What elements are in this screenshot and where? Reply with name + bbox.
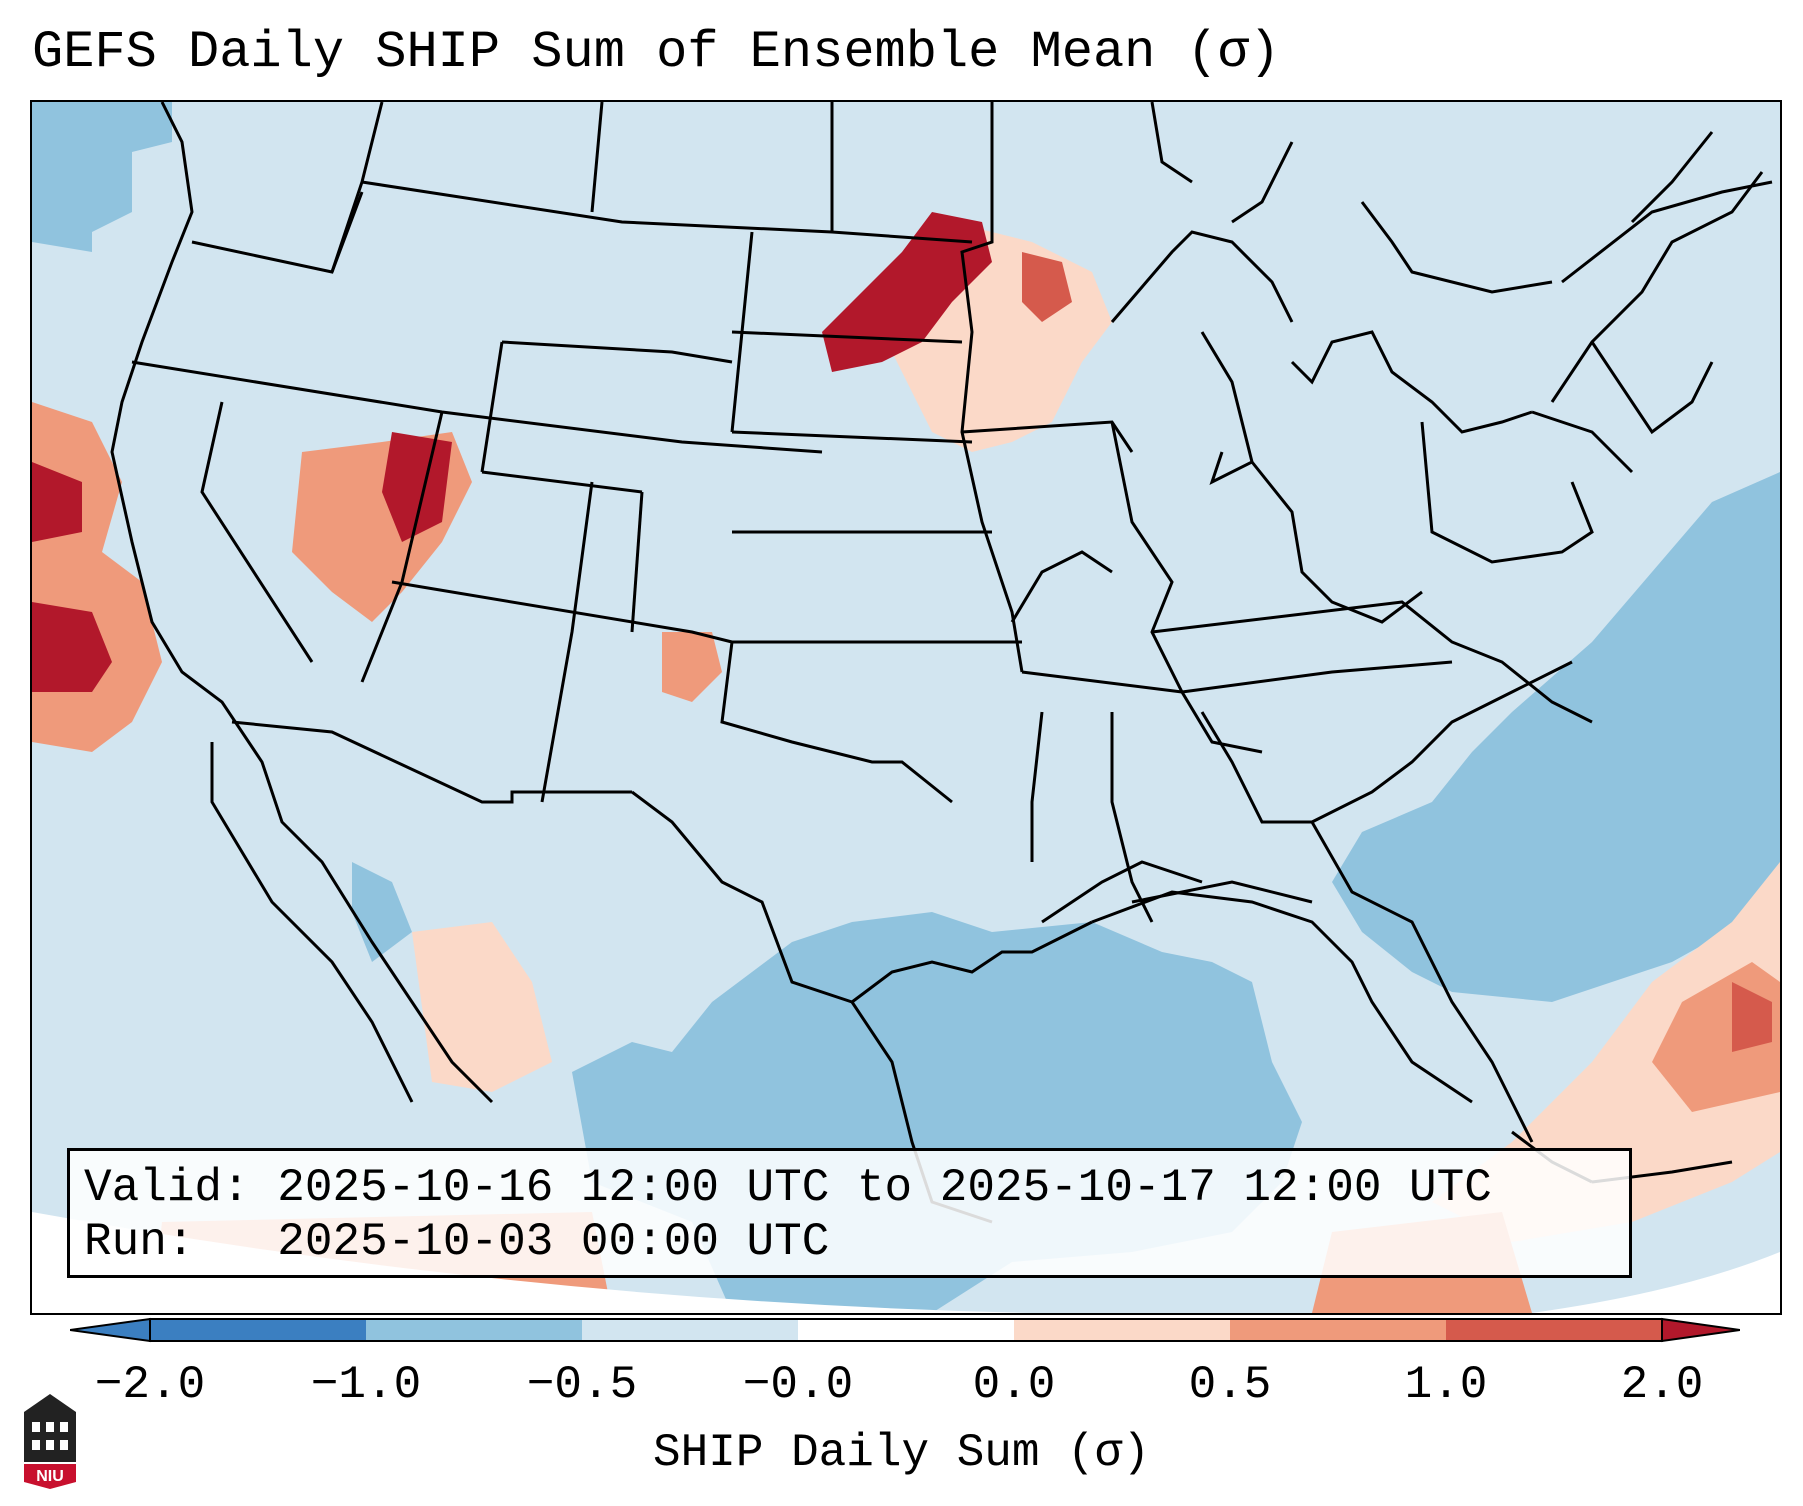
projection-edge-right: [1532, 1252, 1780, 1313]
blob-mn-hot: [822, 212, 992, 372]
run-value: 2025-10-03 00:00 UTC: [277, 1216, 830, 1268]
colorbar-seg-5: [1230, 1319, 1446, 1341]
boundaries: [110, 102, 1773, 1224]
blob-nm: [662, 632, 722, 702]
blob-pacific-hot1: [32, 462, 82, 542]
valid-run-infobox: Valid: 2025-10-16 12:00 UTC to 2025-10-1…: [67, 1148, 1632, 1278]
colorbar-tick: 0.5: [1188, 1359, 1272, 1411]
blob-utah-hot: [382, 432, 452, 542]
colorbar-seg-0: [150, 1319, 366, 1341]
blob-mexico-pacific: [352, 862, 412, 962]
colorbar-label: SHIP Daily Sum (σ): [653, 1427, 1150, 1479]
blob-mn-mid: [1022, 252, 1072, 322]
blob-nw-pacific: [32, 102, 172, 252]
colorbar-tick: 2.0: [1620, 1359, 1704, 1411]
blob-caribbean: [1432, 862, 1780, 1242]
colorbar: [70, 1317, 1740, 1343]
valid-label: Valid:: [84, 1162, 250, 1214]
blob-caribbean-hot: [1732, 982, 1772, 1052]
map-svg: [32, 102, 1780, 1313]
colorbar-tick: −0.0: [742, 1359, 854, 1411]
colorbar-tick: −0.5: [526, 1359, 638, 1411]
colorbar-seg-4: [1014, 1319, 1230, 1341]
colorbar-tick: 0.0: [972, 1359, 1056, 1411]
colorbar-seg-3: [798, 1319, 1014, 1341]
colorbar-tick: −1.0: [310, 1359, 422, 1411]
colorbar-seg-2: [582, 1319, 798, 1341]
colorbar-tick: −2.0: [94, 1359, 206, 1411]
blob-pacific-hot2: [32, 602, 112, 692]
map-panel: [30, 100, 1782, 1315]
run-label: Run:: [84, 1216, 195, 1268]
blob-atlantic: [1332, 472, 1780, 1002]
colorbar-tick: 1.0: [1404, 1359, 1488, 1411]
niu-logo-icon: NIU: [24, 1394, 76, 1489]
projection-edge: [32, 1212, 1032, 1313]
colorbar-extend-left: [70, 1317, 151, 1343]
colorbar-seg-6: [1446, 1319, 1662, 1341]
chart-title: GEFS Daily SHIP Sum of Ensemble Mean (σ): [32, 23, 1281, 82]
colorbar-seg-1: [366, 1319, 582, 1341]
blob-baja-warm: [412, 922, 552, 1092]
valid-value: 2025-10-16 12:00 UTC to 2025-10-17 12:00…: [277, 1162, 1492, 1214]
colorbar-extend-right: [1661, 1317, 1740, 1343]
logo-text: NIU: [36, 1468, 64, 1485]
